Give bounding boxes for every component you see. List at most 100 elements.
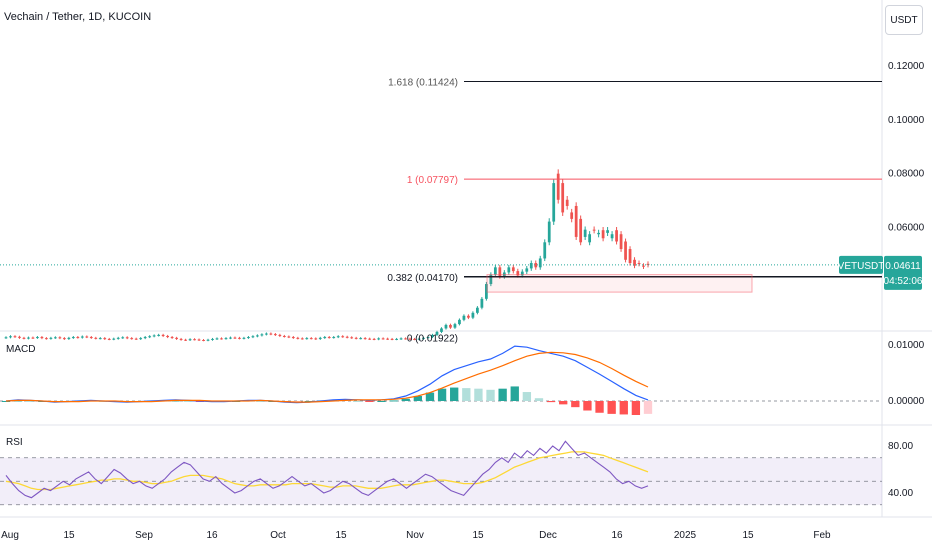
- candle-body: [31, 337, 35, 339]
- candle-body: [94, 337, 98, 339]
- candle-body: [143, 337, 147, 339]
- candle-body: [112, 338, 116, 340]
- macd-histogram-bar: [643, 401, 653, 414]
- time-axis-tick: 15: [472, 530, 484, 541]
- macd-histogram-bar: [631, 401, 641, 415]
- candle-body: [85, 336, 89, 338]
- price-axis-tick: 0.06000: [888, 223, 925, 234]
- symbol-tag-text: VETUSDT: [838, 261, 885, 272]
- candle-body: [98, 338, 102, 340]
- macd-line: [5, 345, 649, 404]
- candle-body: [399, 338, 403, 340]
- candle-body: [619, 234, 623, 250]
- macd-histogram-bar: [534, 398, 544, 401]
- candle-body: [624, 241, 627, 260]
- candle-body: [345, 336, 349, 338]
- candle-body: [574, 205, 578, 237]
- candle-body: [202, 340, 205, 342]
- currency-button[interactable]: USDT: [885, 5, 923, 35]
- price-axis-tick: 0.08000: [888, 169, 925, 180]
- candle-body: [525, 268, 529, 272]
- candle-body: [615, 230, 618, 242]
- fib-level-label: 1 (0.07797): [407, 175, 458, 186]
- macd-histogram-bar: [486, 389, 495, 401]
- candle-body: [588, 234, 592, 243]
- candle-body: [9, 336, 12, 338]
- candle-body: [431, 334, 434, 338]
- candle-body: [444, 324, 448, 329]
- candle-body: [471, 312, 475, 318]
- macd-histogram-bar: [510, 386, 519, 401]
- candle-body: [592, 229, 596, 231]
- time-axis-tick: 16: [611, 530, 623, 541]
- candle-body: [193, 339, 196, 341]
- candle-body: [121, 337, 125, 339]
- macd-histogram-bar: [583, 401, 592, 411]
- candle-body: [170, 337, 174, 339]
- macd-signal-line: [5, 351, 649, 403]
- candle-body: [157, 334, 161, 336]
- candle-body: [76, 337, 80, 339]
- candle-body: [372, 338, 376, 340]
- candle-body: [206, 339, 210, 341]
- fib-level-label: 0 (0.01922): [407, 333, 458, 344]
- candle-body: [67, 337, 71, 339]
- candle-body: [377, 338, 381, 340]
- candle-body: [49, 337, 53, 339]
- candle-body: [314, 338, 318, 340]
- candle-body: [404, 338, 407, 340]
- time-axis-tick: 15: [335, 530, 347, 541]
- candle-body: [336, 336, 340, 338]
- candle-body: [386, 338, 389, 340]
- candle-body: [453, 324, 457, 328]
- time-axis-tick: Feb: [813, 530, 831, 541]
- candle-body: [152, 335, 156, 337]
- candle-body: [381, 338, 385, 340]
- macd-histogram-bar: [522, 392, 532, 401]
- candle-body: [62, 338, 66, 340]
- candle-body: [179, 338, 183, 340]
- candle-body: [4, 337, 8, 339]
- candle-body: [256, 335, 259, 337]
- candle-body: [89, 337, 93, 339]
- candle-body: [188, 339, 192, 341]
- candle-body: [107, 338, 111, 340]
- macd-label: MACD: [6, 344, 36, 355]
- macd-histogram-bar: [450, 387, 459, 401]
- macd-histogram-bar: [462, 388, 471, 401]
- candle-body: [610, 234, 614, 239]
- candle-body: [583, 229, 587, 237]
- candle-body: [265, 333, 268, 335]
- candle-body: [390, 338, 394, 340]
- rsi-line: [5, 440, 649, 499]
- candle-body: [579, 218, 583, 243]
- macd-histogram-bar: [377, 401, 386, 402]
- candle-body: [296, 337, 300, 339]
- candle-body: [538, 258, 542, 268]
- candle-body: [395, 338, 398, 340]
- price-tag: [884, 255, 922, 290]
- candle-body: [197, 339, 201, 341]
- candle-body: [543, 242, 547, 259]
- candle-body: [242, 337, 246, 339]
- candle-body: [637, 263, 641, 265]
- candle-body: [363, 338, 367, 340]
- time-axis-tick: Dec: [539, 530, 557, 541]
- macd-histogram-bar: [571, 401, 580, 408]
- macd-histogram-bar: [365, 401, 374, 402]
- candle-body: [300, 338, 304, 340]
- price-axis-tick: 0.10000: [888, 115, 925, 126]
- candle-body: [273, 334, 277, 336]
- candle-body: [229, 337, 232, 339]
- candle-body: [476, 307, 479, 313]
- candle-body: [480, 298, 484, 308]
- candle-body: [368, 338, 372, 340]
- candle-body: [350, 337, 354, 339]
- macd-histogram-bar: [595, 401, 604, 413]
- rsi-label: RSI: [6, 437, 23, 448]
- candle-body: [54, 337, 57, 339]
- candle-body: [247, 337, 250, 339]
- time-axis-tick: 2025: [674, 530, 697, 541]
- candle-body: [529, 263, 533, 269]
